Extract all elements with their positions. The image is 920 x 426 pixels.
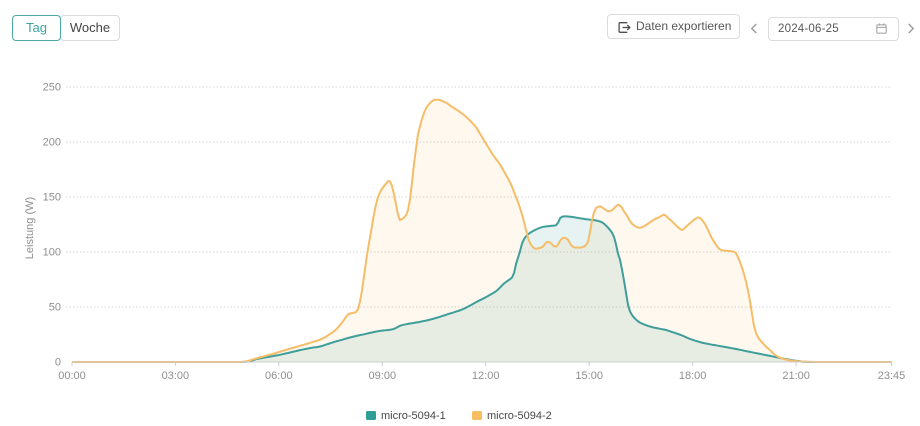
svg-text:micro-5094-2: micro-5094-2 [487,410,552,422]
svg-text:15:00: 15:00 [575,370,603,382]
svg-text:0: 0 [55,357,61,369]
svg-text:Leistung (W): Leistung (W) [24,197,36,259]
svg-text:150: 150 [43,192,61,204]
svg-text:200: 200 [43,137,61,149]
svg-text:03:00: 03:00 [162,370,190,382]
svg-text:09:00: 09:00 [369,370,397,382]
svg-text:00:00: 00:00 [58,370,86,382]
svg-text:18:00: 18:00 [679,370,707,382]
svg-text:250: 250 [43,82,61,94]
svg-text:50: 50 [49,302,61,314]
svg-text:21:00: 21:00 [782,370,810,382]
svg-text:06:00: 06:00 [265,370,293,382]
svg-text:12:00: 12:00 [472,370,500,382]
svg-text:100: 100 [43,247,61,259]
svg-text:23:45: 23:45 [878,370,906,382]
svg-text:micro-5094-1: micro-5094-1 [381,410,446,422]
